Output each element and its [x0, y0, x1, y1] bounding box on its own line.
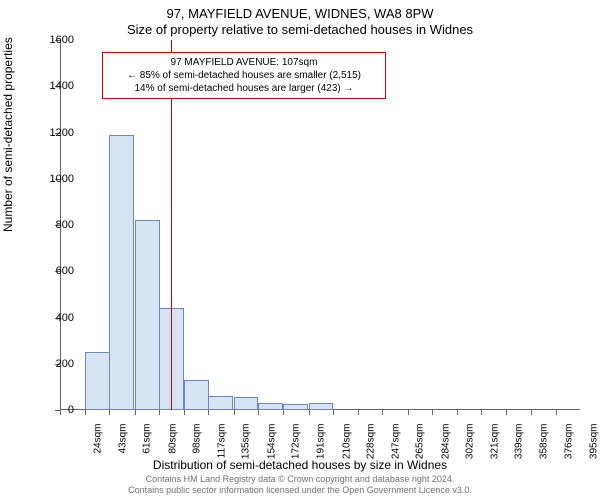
- y-tick-label: 1200: [50, 127, 74, 139]
- copyright-text: Contains HM Land Registry data © Crown c…: [0, 474, 600, 496]
- chart-title-desc: Size of property relative to semi-detach…: [0, 22, 600, 37]
- y-axis-label: Number of semi-detached properties: [1, 37, 15, 232]
- histogram-bar: [135, 220, 160, 410]
- annotation-line1: 97 MAYFIELD AVENUE: 107sqm: [113, 56, 375, 69]
- x-axis-label: Distribution of semi-detached houses by …: [0, 458, 600, 472]
- y-tick-label: 1000: [50, 173, 74, 185]
- y-tick-label: 1600: [50, 34, 74, 46]
- y-tick-label: 600: [56, 265, 74, 277]
- histogram-chart: 97, MAYFIELD AVENUE, WIDNES, WA8 8PW Siz…: [0, 0, 600, 500]
- y-tick-label: 200: [56, 358, 74, 370]
- histogram-bar: [208, 396, 233, 410]
- annotation-line3: 14% of semi-detached houses are larger (…: [113, 82, 375, 95]
- histogram-bar: [85, 352, 110, 410]
- histogram-bar: [258, 403, 283, 410]
- histogram-bar: [109, 135, 134, 410]
- copyright-line1: Contains HM Land Registry data © Crown c…: [0, 474, 600, 485]
- y-tick-label: 0: [68, 404, 74, 416]
- histogram-bar: [234, 397, 259, 410]
- y-tick-label: 400: [56, 312, 74, 324]
- annotation-line2: ← 85% of semi-detached houses are smalle…: [113, 69, 375, 82]
- copyright-line2: Contains public sector information licen…: [0, 485, 600, 496]
- histogram-bar: [283, 404, 308, 410]
- annotation-box: 97 MAYFIELD AVENUE: 107sqm← 85% of semi-…: [102, 52, 386, 99]
- chart-title-address: 97, MAYFIELD AVENUE, WIDNES, WA8 8PW: [0, 6, 600, 21]
- histogram-bar: [184, 380, 209, 410]
- y-tick-label: 800: [56, 219, 74, 231]
- y-tick-label: 1400: [50, 80, 74, 92]
- plot-area: 97 MAYFIELD AVENUE: 107sqm← 85% of semi-…: [60, 40, 580, 410]
- histogram-bar: [309, 403, 334, 410]
